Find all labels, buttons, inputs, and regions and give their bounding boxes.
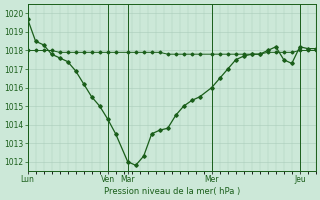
- X-axis label: Pression niveau de la mer( hPa ): Pression niveau de la mer( hPa ): [104, 187, 240, 196]
